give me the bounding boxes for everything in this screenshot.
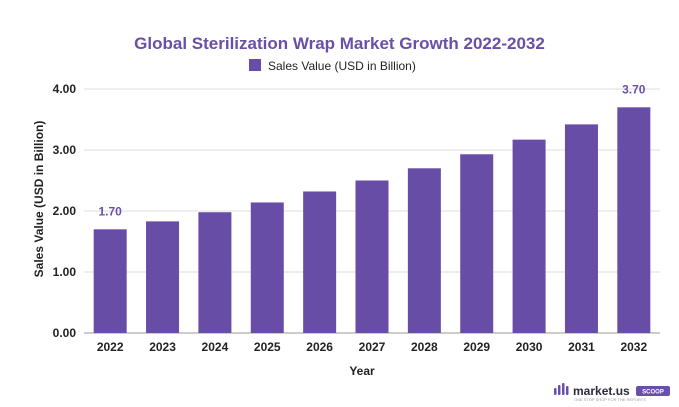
x-tick-label: 2030: [516, 340, 543, 354]
brand-badge-label: SCOOP: [642, 390, 664, 396]
bar: [617, 107, 651, 333]
y-axis-label: Sales Value (USD in Billion): [32, 121, 46, 278]
bar: [303, 191, 337, 333]
brand-watermark: market.us SCOOP ONE STOP SHOP FOR THE RE…: [554, 383, 670, 402]
brand-badge: [636, 386, 670, 396]
x-tick-label: 2029: [463, 340, 490, 354]
bar: [407, 168, 441, 333]
bar: [250, 202, 284, 333]
market-us-logo-icon: [554, 383, 569, 395]
bar: [512, 139, 546, 333]
legend: Sales Value (USD in Billion): [249, 59, 416, 73]
x-axis-label: Year: [349, 364, 375, 378]
x-tick-label: 2026: [306, 340, 333, 354]
y-tick-label: 0.00: [53, 326, 77, 340]
x-tick-label: 2027: [359, 340, 386, 354]
y-tick-label: 1.00: [53, 265, 77, 279]
chart-title: Global Sterilization Wrap Market Growth …: [134, 34, 545, 53]
x-tick-label: 2025: [254, 340, 281, 354]
bar: [460, 154, 494, 333]
bar: [146, 221, 180, 333]
legend-label: Sales Value (USD in Billion): [268, 59, 416, 73]
x-tick-label: 2032: [620, 340, 647, 354]
y-tick-label: 3.00: [53, 143, 77, 157]
data-labels: 1.70 3.70: [99, 82, 646, 218]
bar: [564, 124, 598, 333]
x-tick-label: 2022: [97, 340, 124, 354]
x-tick-label: 2028: [411, 340, 438, 354]
bar: [93, 229, 127, 333]
x-tick-label: 2023: [149, 340, 176, 354]
brand-name: market.us: [573, 384, 630, 398]
x-tick-label: 2024: [202, 340, 229, 354]
y-tick-label: 2.00: [53, 204, 77, 218]
bar: [198, 212, 232, 333]
y-axis-ticks: 0.00 1.00 2.00 3.00 4.00: [53, 82, 77, 340]
bars: [93, 107, 651, 333]
x-tick-label: 2031: [568, 340, 595, 354]
x-axis-ticks: 2022 2023 2024 2025 2026 2027 2028 2029 2030 2031…: [97, 340, 648, 354]
y-tick-label: 4.00: [53, 82, 77, 96]
data-label: 1.70: [99, 204, 123, 218]
data-label: 3.70: [622, 82, 646, 96]
brand-tagline: ONE STOP SHOP FOR THE REPORTS: [574, 397, 646, 402]
legend-swatch: [249, 59, 261, 71]
bar: [355, 180, 389, 333]
